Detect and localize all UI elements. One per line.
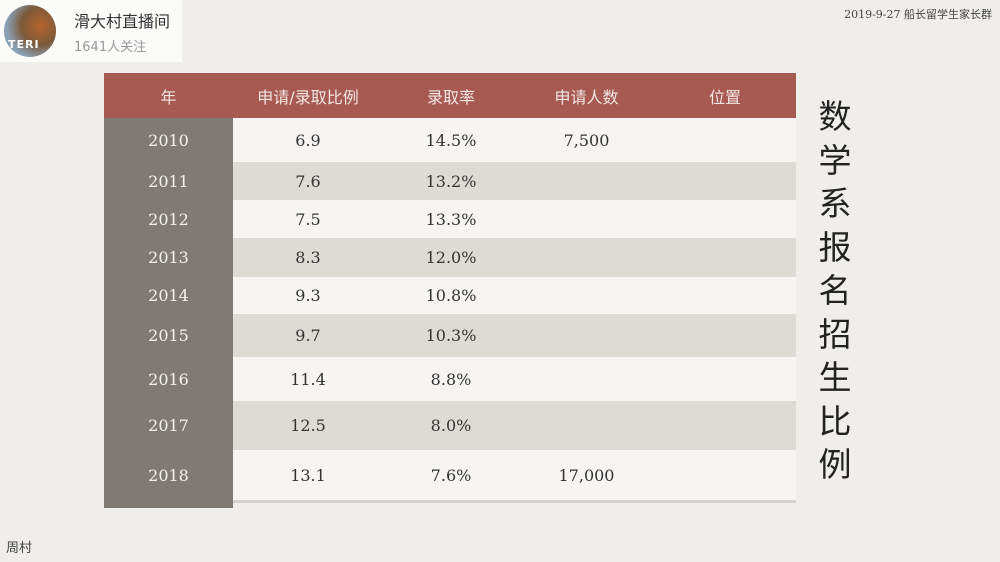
table-cell: 2011 [104, 162, 233, 200]
slide-title: 数学系报名招生比例 [818, 97, 852, 484]
live-stream-badge[interactable]: TERI 滑大村直播间 1641人关注 [0, 0, 182, 62]
column-header: 申请人数 [554, 87, 619, 107]
table-cell: 2012 [104, 200, 233, 238]
table-row: 2012 7.5 13.3% [104, 200, 796, 238]
table-row: 2016 11.4 8.8% [104, 357, 796, 401]
table-cell: 2014 [104, 277, 233, 314]
table-cell: 9.7 [295, 326, 321, 345]
table-cell: 17,000 [558, 465, 615, 485]
table-cell: 2015 [104, 314, 233, 357]
table-cell: 14.5% [425, 130, 477, 150]
table-row: 2017 12.5 8.0% [104, 401, 796, 450]
table-cell: 2016 [104, 357, 233, 401]
avatar-text: TERI [8, 38, 40, 51]
table-cell: 2017 [104, 401, 233, 450]
column-header: 位置 [708, 87, 741, 107]
table-row: 2010 6.9 14.5% 7,500 [104, 118, 796, 162]
column-header: 录取率 [426, 87, 475, 107]
table-cell: 10.8% [425, 286, 477, 305]
table-cell: 12.0% [425, 248, 477, 267]
admission-table: 年 申请/录取比例 录取率 申请人数 位置 2010 6.9 14.5% 7,500 2… [104, 73, 796, 508]
table-cell: 2010 [104, 118, 233, 162]
avatar[interactable]: TERI [4, 5, 56, 57]
stream-title: 滑大村直播间 [74, 11, 171, 31]
table-cell: 10.3% [425, 326, 477, 345]
table-cell: 12.5 [290, 416, 326, 435]
table-cell: 7.5 [295, 209, 321, 229]
follower-count: 1641人关注 [74, 39, 147, 55]
table-cell: 6.9 [295, 130, 321, 150]
header-note: 2019-9-27 船长留学生家长群 [844, 8, 992, 21]
table-cell: 2018 [104, 450, 233, 500]
table-cell: 2013 [104, 238, 233, 277]
table-bottom [104, 500, 796, 508]
table-cell: 13.1 [290, 465, 326, 485]
table-row: 2013 8.3 12.0% [104, 238, 796, 277]
table-header: 年 申请/录取比例 录取率 申请人数 位置 [104, 73, 796, 118]
table-cell: 9.3 [295, 286, 321, 305]
table-row: 2018 13.1 7.6% 17,000 [104, 450, 796, 500]
table-cell: 7.6 [295, 171, 321, 191]
footer-text: 周村 [6, 541, 33, 556]
column-header: 申请/录取比例 [257, 87, 359, 107]
table-row: 2011 7.6 13.2% [104, 162, 796, 200]
table-cell: 13.2% [425, 171, 477, 191]
table-cell: 13.3% [425, 209, 477, 229]
table-row: 2015 9.7 10.3% [104, 314, 796, 357]
table-cell: 7.6% [430, 465, 472, 485]
table-cell: 8.0% [430, 416, 472, 435]
table-row: 2014 9.3 10.8% [104, 277, 796, 314]
column-header: 年 [160, 87, 177, 107]
table-cell: 8.8% [430, 369, 472, 389]
table-cell: 7,500 [563, 130, 610, 150]
table-cell: 11.4 [290, 369, 326, 389]
table-cell: 8.3 [295, 248, 321, 267]
